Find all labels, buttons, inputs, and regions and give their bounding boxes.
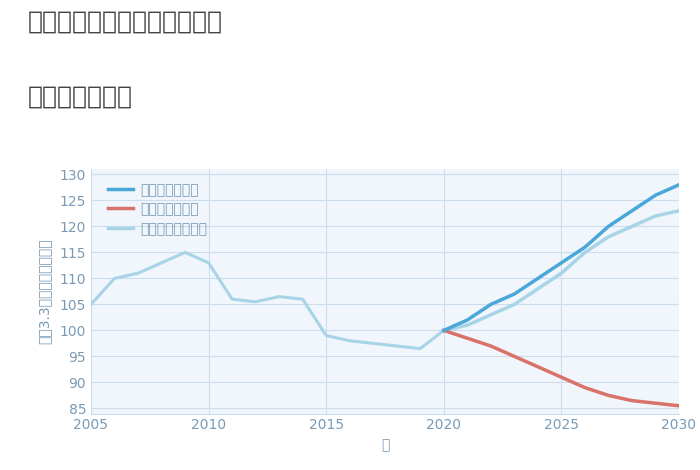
バッドシナリオ xyxy=(628,398,636,403)
ノーマルシナリオ xyxy=(440,328,448,333)
グッドシナリオ xyxy=(510,291,519,297)
バッドシナリオ xyxy=(651,400,659,406)
ノーマルシナリオ xyxy=(604,234,612,240)
Text: 土地の価格推移: 土地の価格推移 xyxy=(28,85,133,109)
グッドシナリオ xyxy=(440,328,448,333)
グッドシナリオ xyxy=(628,208,636,214)
Legend: グッドシナリオ, バッドシナリオ, ノーマルシナリオ: グッドシナリオ, バッドシナリオ, ノーマルシナリオ xyxy=(104,179,211,240)
Line: グッドシナリオ: グッドシナリオ xyxy=(444,185,679,330)
グッドシナリオ xyxy=(463,317,472,323)
バッドシナリオ xyxy=(604,392,612,398)
ノーマルシナリオ xyxy=(510,302,519,307)
ノーマルシナリオ xyxy=(463,322,472,328)
ノーマルシナリオ xyxy=(486,312,495,318)
グッドシナリオ xyxy=(486,302,495,307)
グッドシナリオ xyxy=(604,224,612,229)
グッドシナリオ xyxy=(651,192,659,198)
バッドシナリオ xyxy=(463,336,472,341)
バッドシナリオ xyxy=(533,364,542,369)
バッドシナリオ xyxy=(440,328,448,333)
ノーマルシナリオ xyxy=(651,213,659,219)
Line: バッドシナリオ: バッドシナリオ xyxy=(444,330,679,406)
X-axis label: 年: 年 xyxy=(381,438,389,452)
ノーマルシナリオ xyxy=(557,270,566,276)
ノーマルシナリオ xyxy=(581,250,589,255)
グッドシナリオ xyxy=(557,260,566,266)
バッドシナリオ xyxy=(510,353,519,359)
Text: 神奈川県横浜市南区永楽町の: 神奈川県横浜市南区永楽町の xyxy=(28,9,223,33)
ノーマルシナリオ xyxy=(628,224,636,229)
ノーマルシナリオ xyxy=(675,208,683,214)
Y-axis label: 坪（3.3㎡）単価（万円）: 坪（3.3㎡）単価（万円） xyxy=(37,239,51,344)
バッドシナリオ xyxy=(557,375,566,380)
ノーマルシナリオ xyxy=(533,286,542,291)
バッドシナリオ xyxy=(581,385,589,391)
Line: ノーマルシナリオ: ノーマルシナリオ xyxy=(444,211,679,330)
バッドシナリオ xyxy=(675,403,683,408)
グッドシナリオ xyxy=(581,244,589,250)
バッドシナリオ xyxy=(486,343,495,349)
グッドシナリオ xyxy=(533,275,542,281)
グッドシナリオ xyxy=(675,182,683,188)
